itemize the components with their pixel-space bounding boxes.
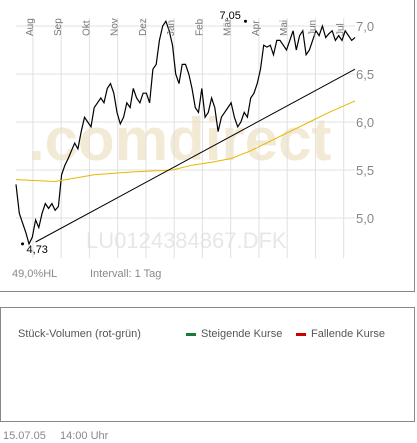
annotation-marker bbox=[21, 242, 25, 246]
x-tick-label: Aug bbox=[25, 18, 36, 36]
x-tick-label: Jun bbox=[307, 20, 318, 36]
x-tick-label: Mär bbox=[223, 18, 234, 36]
legend-falling-swatch bbox=[296, 332, 306, 336]
x-tick-label: Sep bbox=[53, 18, 64, 36]
instrument-label: LU0124384867.DFK bbox=[86, 228, 287, 253]
x-tick-label: Jul bbox=[336, 23, 347, 36]
volume-title: Stück-Volumen (rot-grün) bbox=[18, 328, 141, 340]
price-panel-right-border bbox=[414, 0, 415, 292]
price-line bbox=[15, 19, 356, 246]
performance-label: 49,0%HL bbox=[12, 268, 58, 280]
legend-rising-label: Steigende Kurse bbox=[201, 328, 283, 340]
price-chart-panel: .comdirect LU0124384867.DFK 4,73 7,05 Aug… bbox=[0, 0, 415, 292]
moving-average-line bbox=[15, 100, 356, 183]
trend-line bbox=[35, 68, 356, 243]
x-tick-label: Feb bbox=[194, 18, 205, 36]
legend-falling: Fallende Kurse bbox=[296, 328, 385, 340]
annotation-marker bbox=[243, 19, 247, 23]
y-tick-label: 6,5 bbox=[356, 67, 374, 82]
x-tick-label: Jan bbox=[166, 20, 177, 36]
watermark: .comdirect bbox=[28, 106, 331, 173]
footer-date: 15.07.05 bbox=[3, 430, 46, 442]
footer-time: 14:00 Uhr bbox=[60, 430, 109, 442]
price-chart: .comdirect LU0124384867.DFK 4,73 7,05 Aug… bbox=[15, 10, 374, 258]
legend-rising-swatch bbox=[186, 332, 196, 336]
volume-panel: Stück-Volumen (rot-grün) Steigende Kurse… bbox=[0, 307, 415, 422]
x-tick-label: Nov bbox=[110, 18, 121, 36]
y-tick-label: 6,0 bbox=[356, 115, 374, 130]
annotation-label: 7,05 bbox=[219, 10, 240, 22]
x-tick-label: Okt bbox=[81, 20, 92, 36]
interval-label: Intervall: 1 Tag bbox=[90, 268, 162, 280]
y-tick-label: 5,5 bbox=[356, 163, 374, 178]
price-panel-bottom-border bbox=[0, 291, 415, 292]
x-tick-label: Mai bbox=[279, 20, 290, 36]
x-tick-label: Dez bbox=[138, 18, 149, 36]
y-tick-label: 5,0 bbox=[356, 211, 374, 226]
legend-falling-label: Fallende Kurse bbox=[311, 328, 385, 340]
x-tick-label: Apr bbox=[251, 20, 262, 36]
y-tick-label: 7,0 bbox=[356, 19, 374, 34]
annotation-label: 4,73 bbox=[27, 244, 48, 256]
legend-rising: Steigende Kurse bbox=[186, 328, 282, 340]
